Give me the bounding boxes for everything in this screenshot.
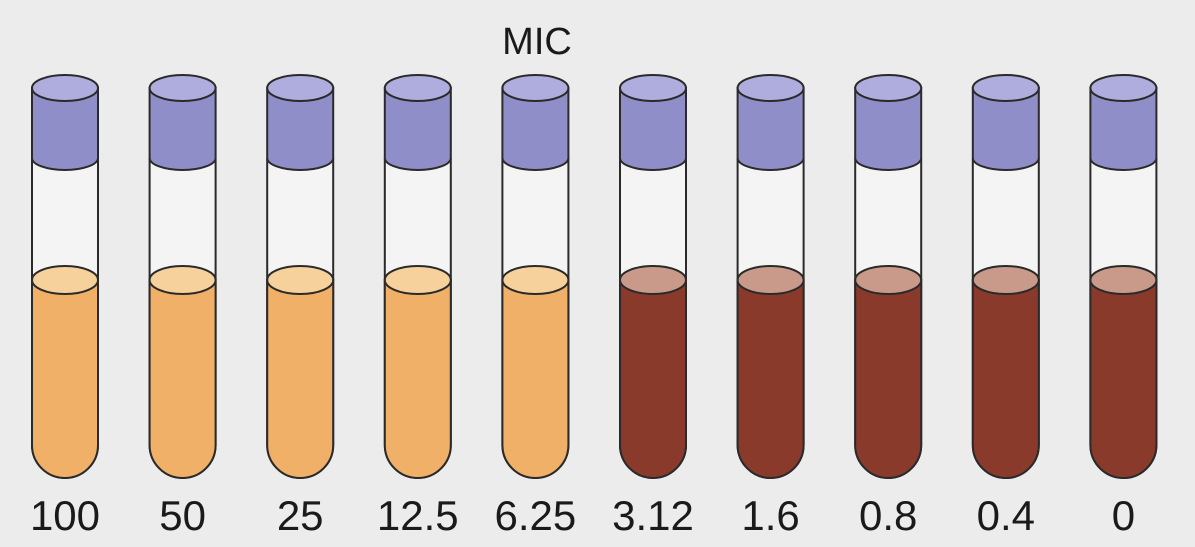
liquid-surface bbox=[738, 266, 804, 294]
cap-top bbox=[150, 75, 216, 101]
liquid bbox=[267, 280, 333, 478]
cap-top bbox=[267, 75, 333, 101]
tube-label: 25 bbox=[277, 492, 324, 539]
liquid-surface bbox=[150, 266, 216, 294]
liquid bbox=[385, 280, 451, 478]
cap-top bbox=[502, 75, 568, 101]
title: MIC bbox=[502, 21, 572, 63]
liquid-surface bbox=[973, 266, 1039, 294]
liquid bbox=[32, 280, 98, 478]
tube-label: 0 bbox=[1112, 492, 1135, 539]
diagram: MIC 100 50 25 12.5 6.25 3.12 1.6 0.8 0.4 0 bbox=[0, 0, 1195, 547]
liquid bbox=[620, 280, 686, 478]
tube-label: 3.12 bbox=[612, 492, 694, 539]
cap-top bbox=[385, 75, 451, 101]
liquid-surface bbox=[1090, 266, 1156, 294]
liquid-surface bbox=[32, 266, 98, 294]
tube-label: 0.4 bbox=[977, 492, 1035, 539]
tube-label: 12.5 bbox=[377, 492, 459, 539]
cap-top bbox=[32, 75, 98, 101]
liquid bbox=[973, 280, 1039, 478]
liquid-surface bbox=[502, 266, 568, 294]
liquid bbox=[855, 280, 921, 478]
liquid bbox=[738, 280, 804, 478]
liquid bbox=[1090, 280, 1156, 478]
liquid-surface bbox=[620, 266, 686, 294]
cap-top bbox=[1090, 75, 1156, 101]
liquid-surface bbox=[855, 266, 921, 294]
liquid-surface bbox=[385, 266, 451, 294]
cap-top bbox=[738, 75, 804, 101]
tube-label: 100 bbox=[30, 492, 100, 539]
liquid-surface bbox=[267, 266, 333, 294]
cap-top bbox=[973, 75, 1039, 101]
tube-label: 6.25 bbox=[495, 492, 577, 539]
tube-label: 50 bbox=[159, 492, 206, 539]
page: {"title": "MIC", "cap_color": "#8f8ec9",… bbox=[0, 0, 1195, 547]
liquid bbox=[150, 280, 216, 478]
cap-top bbox=[855, 75, 921, 101]
liquid bbox=[502, 280, 568, 478]
tube-label: 0.8 bbox=[859, 492, 917, 539]
tube-label: 1.6 bbox=[741, 492, 799, 539]
cap-top bbox=[620, 75, 686, 101]
